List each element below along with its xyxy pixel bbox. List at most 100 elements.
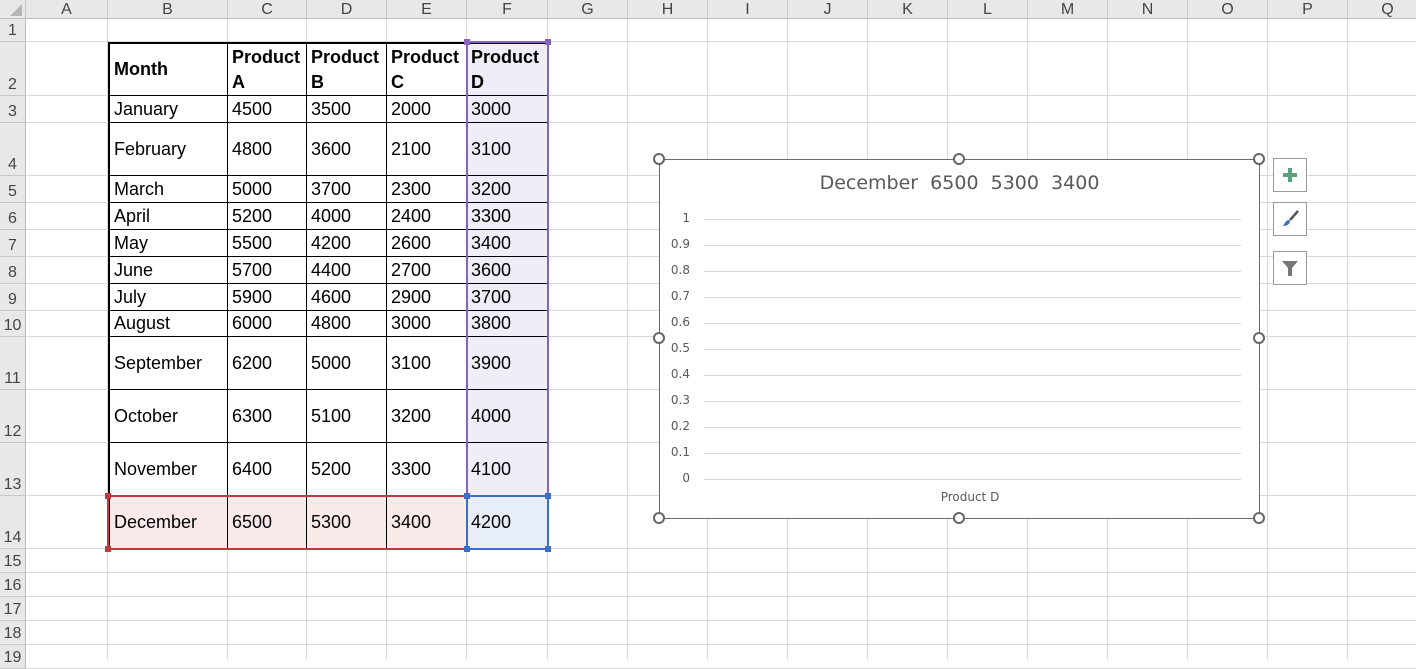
chart-resize-handle[interactable]: [653, 512, 665, 524]
table-cell[interactable]: 3100: [387, 337, 468, 391]
table-cell[interactable]: 3900: [467, 337, 549, 391]
table-cell[interactable]: 4800: [228, 123, 308, 177]
column-header-h[interactable]: H: [628, 0, 708, 19]
table-cell[interactable]: January: [108, 96, 229, 124]
table-cell[interactable]: 6300: [228, 390, 308, 444]
table-cell[interactable]: 4400: [307, 257, 388, 285]
column-header-b[interactable]: B: [108, 0, 228, 19]
chart-resize-handle[interactable]: [653, 332, 665, 344]
table-cell[interactable]: March: [108, 176, 229, 204]
row-header-17[interactable]: 17: [0, 597, 26, 621]
column-header-d[interactable]: D: [307, 0, 387, 19]
table-cell[interactable]: 5500: [228, 230, 308, 258]
table-cell[interactable]: 3200: [467, 176, 549, 204]
table-cell[interactable]: 3100: [467, 123, 549, 177]
chart-title[interactable]: December 6500 5300 3400: [819, 172, 1100, 194]
table-cell[interactable]: 3300: [467, 203, 549, 231]
row-header-4[interactable]: 4: [0, 123, 26, 176]
value-range-outline-handle[interactable]: [545, 546, 551, 552]
row-header-11[interactable]: 11: [0, 337, 26, 390]
table-cell[interactable]: 4100: [467, 443, 549, 497]
column-header-p[interactable]: P: [1268, 0, 1348, 19]
column-header-c[interactable]: C: [228, 0, 307, 19]
chart[interactable]: December 6500 5300 3400 0 0.1 0.2 0.3 0.4 0.5…: [659, 159, 1260, 519]
table-cell[interactable]: 4500: [228, 96, 308, 124]
column-header-g[interactable]: G: [548, 0, 628, 19]
table-cell[interactable]: April: [108, 203, 229, 231]
row-header-14[interactable]: 14: [0, 496, 26, 549]
table-cell[interactable]: 2100: [387, 123, 468, 177]
table-cell[interactable]: 6000: [228, 311, 308, 338]
table-cell[interactable]: 3700: [307, 176, 388, 204]
row-header-16[interactable]: 16: [0, 573, 26, 597]
table-cell[interactable]: 5300: [307, 496, 388, 550]
series-range-outline-handle[interactable]: [545, 39, 551, 45]
chart-elements-button[interactable]: [1273, 158, 1307, 192]
table-cell[interactable]: 4000: [307, 203, 388, 231]
table-cell[interactable]: 3800: [467, 311, 549, 338]
row-header-9[interactable]: 9: [0, 284, 26, 311]
row-header-18[interactable]: 18: [0, 621, 26, 645]
table-cell[interactable]: 3200: [387, 390, 468, 444]
table-cell[interactable]: 2300: [387, 176, 468, 204]
category-range-outline-handle[interactable]: [105, 546, 111, 552]
column-header-a[interactable]: A: [26, 0, 108, 19]
table-cell[interactable]: 3600: [307, 123, 388, 177]
table-cell[interactable]: 5700: [228, 257, 308, 285]
table-cell[interactable]: 5200: [228, 203, 308, 231]
column-header-f[interactable]: F: [467, 0, 548, 19]
table-cell[interactable]: 2600: [387, 230, 468, 258]
column-header-cell[interactable]: Product D: [467, 42, 549, 97]
table-cell[interactable]: 2000: [387, 96, 468, 124]
row-header-2[interactable]: 2: [0, 42, 26, 96]
table-cell[interactable]: 3700: [467, 284, 549, 312]
row-header-12[interactable]: 12: [0, 390, 26, 443]
table-cell[interactable]: February: [108, 123, 229, 177]
table-cell[interactable]: 3000: [387, 311, 468, 338]
table-cell[interactable]: 4800: [307, 311, 388, 338]
table-cell[interactable]: 3500: [307, 96, 388, 124]
row-header-5[interactable]: 5: [0, 176, 26, 203]
column-header-cell[interactable]: Product A: [228, 42, 308, 97]
column-header-i[interactable]: I: [708, 0, 788, 19]
table-cell[interactable]: November: [108, 443, 229, 497]
table-cell[interactable]: 3400: [387, 496, 468, 550]
chart-resize-handle[interactable]: [1253, 153, 1265, 165]
table-cell[interactable]: 5100: [307, 390, 388, 444]
row-header-6[interactable]: 6: [0, 203, 26, 230]
table-cell[interactable]: December: [108, 496, 229, 550]
column-header-e[interactable]: E: [387, 0, 467, 19]
table-cell[interactable]: 5000: [228, 176, 308, 204]
table-cell[interactable]: 6400: [228, 443, 308, 497]
table-cell[interactable]: 4600: [307, 284, 388, 312]
chart-resize-handle[interactable]: [1253, 512, 1265, 524]
row-header-19[interactable]: 19: [0, 645, 26, 669]
table-cell[interactable]: 6500: [228, 496, 308, 550]
chart-resize-handle[interactable]: [953, 512, 965, 524]
table-cell[interactable]: June: [108, 257, 229, 285]
table-cell[interactable]: 3000: [467, 96, 549, 124]
series-range-outline-handle[interactable]: [464, 39, 470, 45]
column-header-q[interactable]: Q: [1348, 0, 1416, 19]
table-cell[interactable]: 5000: [307, 337, 388, 391]
column-header-k[interactable]: K: [868, 0, 948, 19]
column-header-cell[interactable]: Product B: [307, 42, 388, 97]
column-header-m[interactable]: M: [1028, 0, 1108, 19]
column-header-cell[interactable]: Month: [108, 42, 229, 97]
table-cell[interactable]: 2400: [387, 203, 468, 231]
table-cell[interactable]: 3600: [467, 257, 549, 285]
chart-resize-handle[interactable]: [653, 153, 665, 165]
table-cell[interactable]: 5200: [307, 443, 388, 497]
select-all-corner[interactable]: [0, 0, 26, 19]
category-range-outline-handle[interactable]: [105, 493, 111, 499]
chart-resize-handle[interactable]: [1253, 332, 1265, 344]
column-header-cell[interactable]: Product C: [387, 42, 468, 97]
table-cell[interactable]: 3300: [387, 443, 468, 497]
column-header-l[interactable]: L: [948, 0, 1028, 19]
row-header-15[interactable]: 15: [0, 549, 26, 573]
table-cell[interactable]: 5900: [228, 284, 308, 312]
row-header-10[interactable]: 10: [0, 311, 26, 337]
table-cell[interactable]: July: [108, 284, 229, 312]
row-header-7[interactable]: 7: [0, 230, 26, 257]
chart-filters-button[interactable]: [1273, 251, 1307, 285]
